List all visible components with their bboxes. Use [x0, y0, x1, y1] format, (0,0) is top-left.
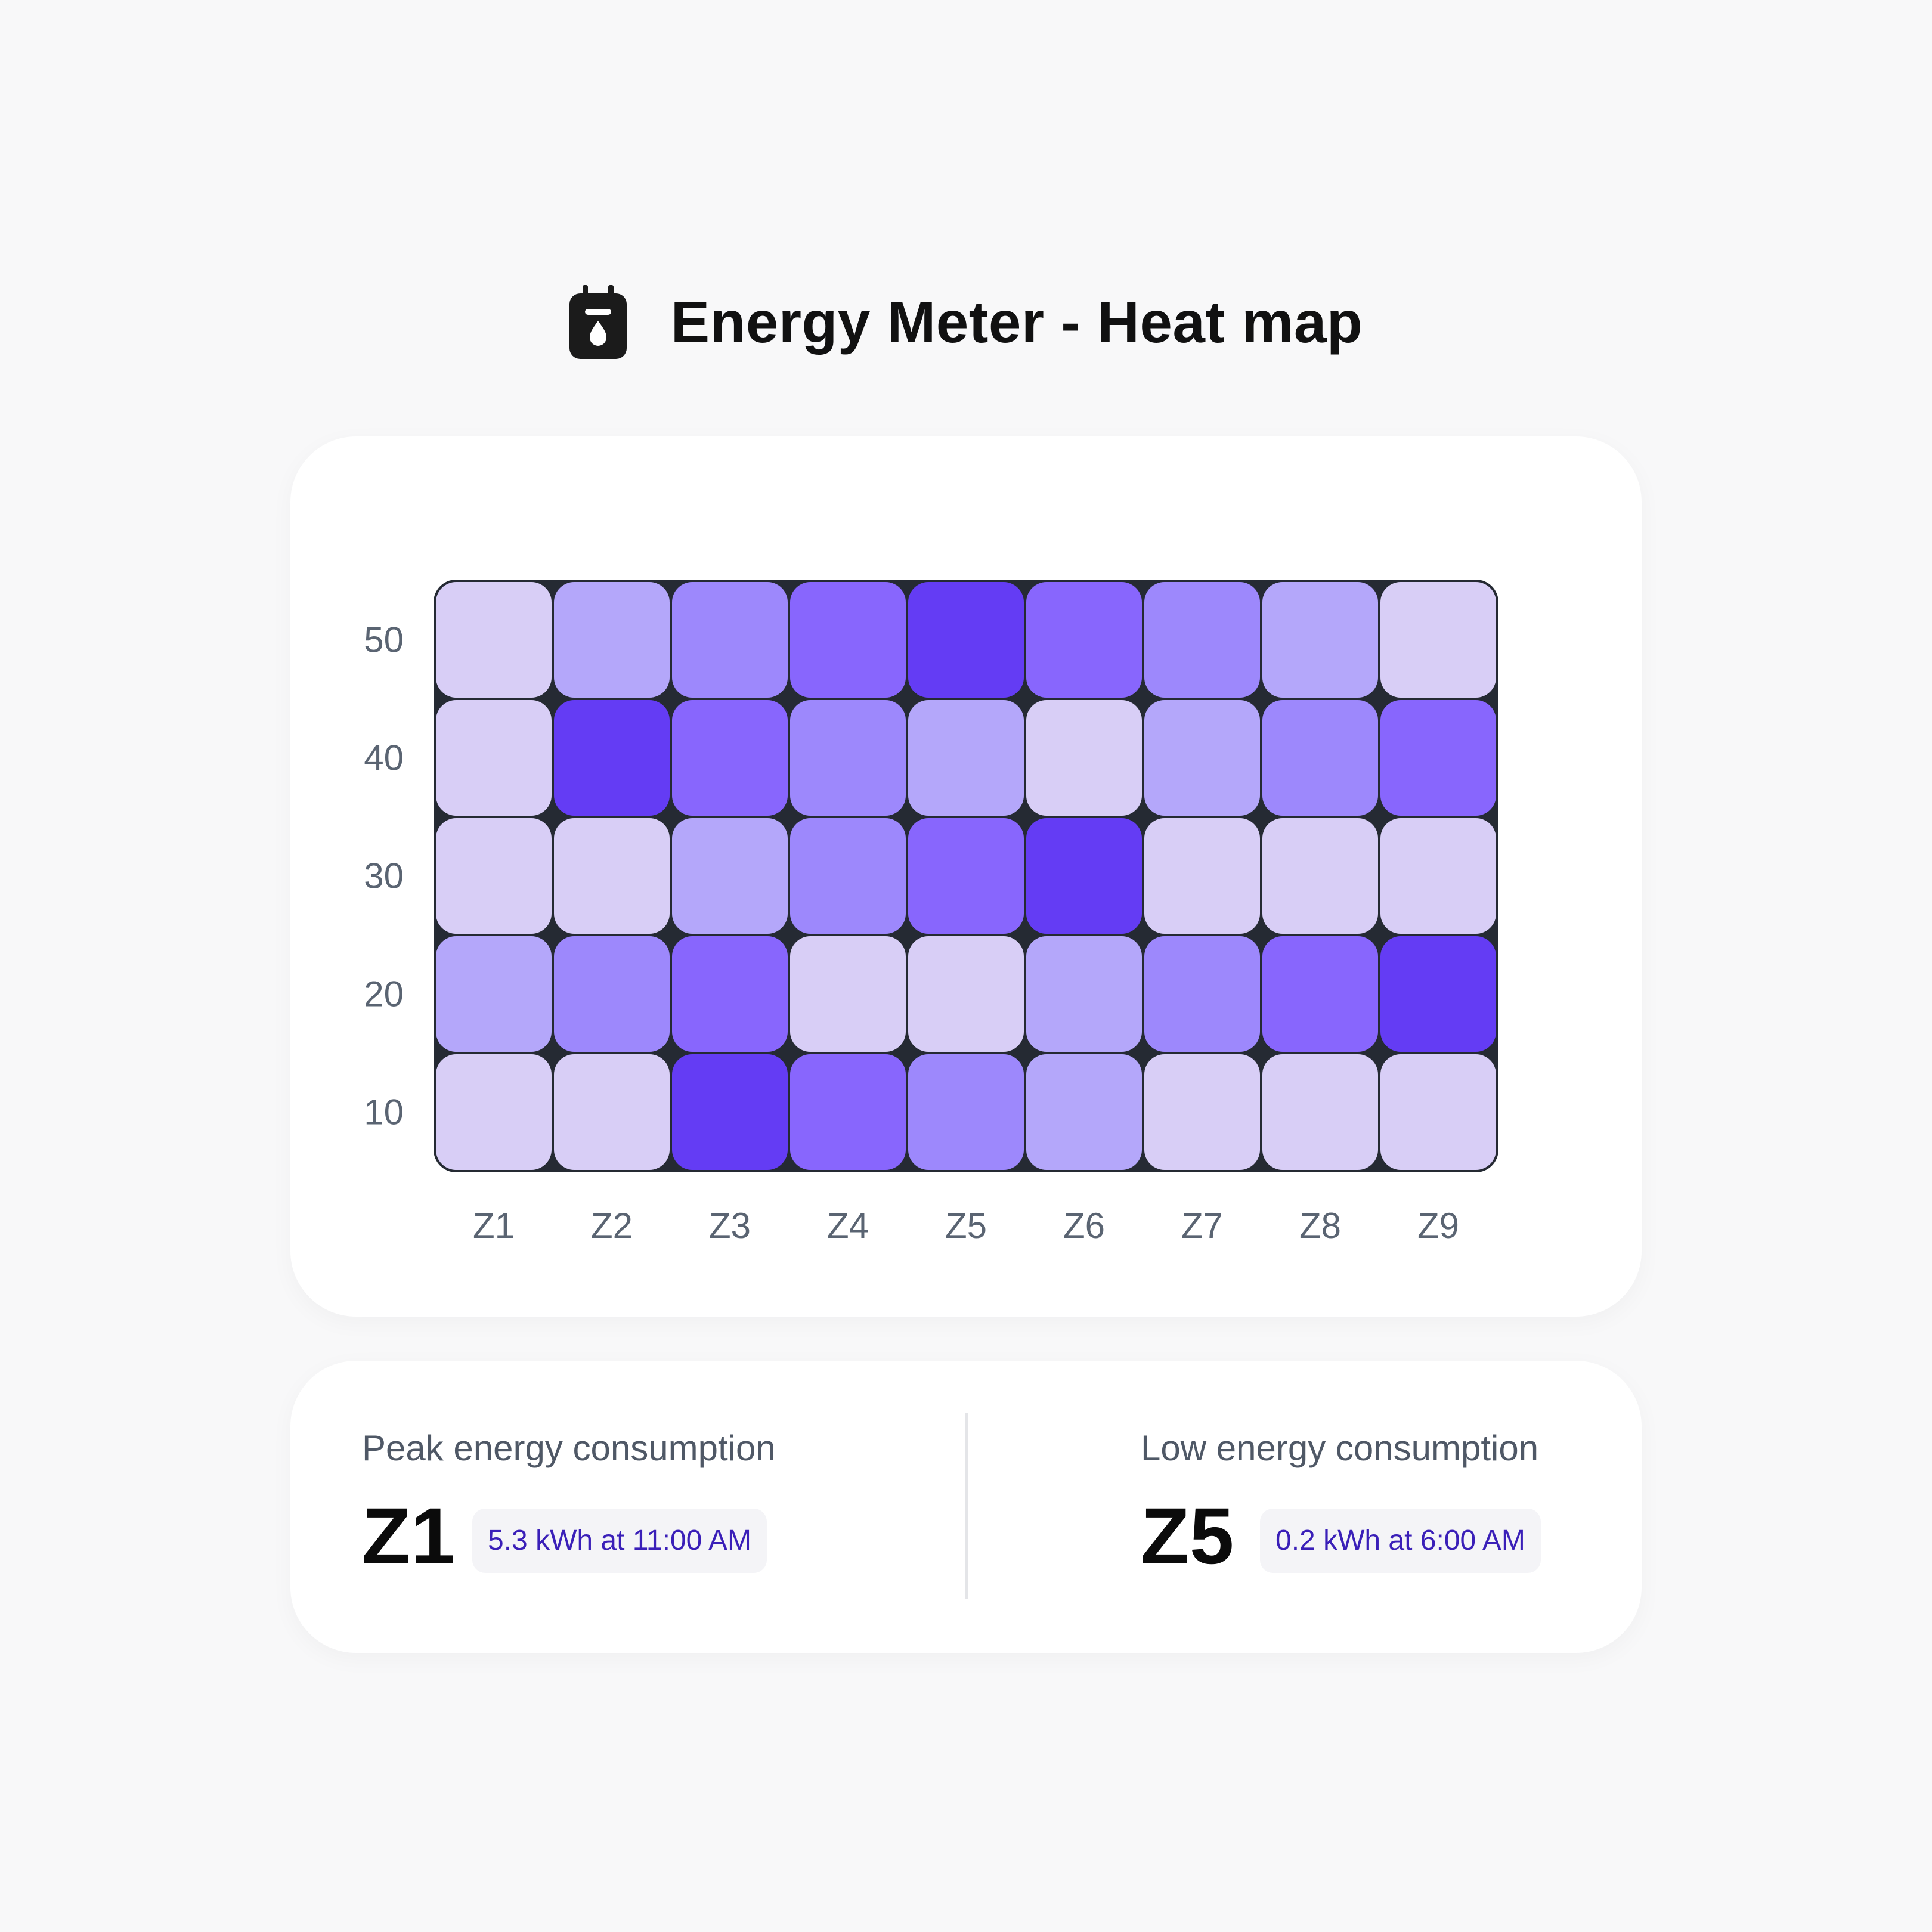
heatmap-cell-z1-20: [436, 936, 552, 1052]
peak-label: Peak energy consumption: [362, 1428, 776, 1468]
heatmap-cell-z7-40: [1144, 700, 1260, 816]
heatmap-cell-z9-30: [1380, 818, 1496, 934]
peak-detail-badge: 5.3 kWh at 11:00 AM: [472, 1509, 767, 1573]
heatmap-cell-z5-40: [908, 700, 1024, 816]
heatmap-cell-z8-20: [1262, 936, 1378, 1052]
x-tick-label: Z9: [1417, 1206, 1459, 1246]
heatmap-cell-z5-30: [908, 818, 1024, 934]
heatmap-cell-z8-10: [1262, 1054, 1378, 1170]
heatmap-cell-z4-50: [790, 582, 906, 698]
energy-meter-icon: [569, 285, 627, 359]
heatmap-chart: 50 40 30 20 10 Z1 Z2 Z3 Z4 Z5 Z6 Z7 Z8 Z9: [364, 580, 1498, 1246]
heatmap-cell-z6-10: [1026, 1054, 1142, 1170]
heatmap-cell-z5-10: [908, 1054, 1024, 1170]
x-tick-label: Z4: [827, 1206, 869, 1246]
heatmap-cell-z6-40: [1026, 700, 1142, 816]
heatmap-cell-z2-30: [554, 818, 670, 934]
heatmap-card: 50 40 30 20 10 Z1 Z2 Z3 Z4 Z5 Z6 Z7 Z8 Z9: [290, 436, 1642, 1317]
heatmap-cell-z2-50: [554, 582, 670, 698]
heatmap-cell-z3-50: [672, 582, 788, 698]
heatmap-cell-z9-20: [1380, 936, 1496, 1052]
stats-card: Peak energy consumption Z1 5.3 kWh at 11…: [290, 1361, 1642, 1653]
y-tick-label: 50: [364, 620, 404, 660]
heatmap-cell-z7-10: [1144, 1054, 1260, 1170]
heatmap-cell-z9-40: [1380, 700, 1496, 816]
heatmap-cell-z3-30: [672, 818, 788, 934]
heatmap-cell-z7-20: [1144, 936, 1260, 1052]
heatmap-cell-z5-20: [908, 936, 1024, 1052]
heatmap-cell-z6-30: [1026, 818, 1142, 934]
x-tick-label: Z1: [473, 1206, 515, 1246]
header: Energy Meter - Heat map: [0, 280, 1932, 364]
heatmap-cell-z6-50: [1026, 582, 1142, 698]
heatmap-cell-z2-20: [554, 936, 670, 1052]
low-stat: Low energy consumption Z5 0.2 kWh at 6:0…: [1141, 1361, 1630, 1653]
x-tick-label: Z7: [1181, 1206, 1223, 1246]
heatmap-cell-z8-40: [1262, 700, 1378, 816]
heatmap-cell-z2-10: [554, 1054, 670, 1170]
heatmap-cell-z1-50: [436, 582, 552, 698]
heatmap-cell-z6-20: [1026, 936, 1142, 1052]
heatmap-cell-z1-30: [436, 818, 552, 934]
heatmap-cell-z4-40: [790, 700, 906, 816]
heatmap-cell-z1-10: [436, 1054, 552, 1170]
x-tick-label: Z8: [1299, 1206, 1341, 1246]
heatmap-cell-z8-50: [1262, 582, 1378, 698]
heatmap-cell-z9-10: [1380, 1054, 1496, 1170]
heatmap-cell-z3-40: [672, 700, 788, 816]
heatmap-cell-z5-50: [908, 582, 1024, 698]
x-tick-label: Z5: [945, 1206, 987, 1246]
low-zone: Z5: [1141, 1492, 1234, 1581]
heatmap-cell-z8-30: [1262, 818, 1378, 934]
heatmap-cell-z9-50: [1380, 582, 1496, 698]
x-tick-label: Z3: [709, 1206, 751, 1246]
heatmap-cell-z3-20: [672, 936, 788, 1052]
heatmap-cell-z3-10: [672, 1054, 788, 1170]
heatmap-cell-z1-40: [436, 700, 552, 816]
y-tick-label: 10: [364, 1092, 404, 1132]
y-tick-label: 20: [364, 974, 404, 1014]
low-label: Low energy consumption: [1141, 1428, 1539, 1468]
heatmap-cell-z4-20: [790, 936, 906, 1052]
y-tick-label: 30: [364, 856, 404, 896]
heatmap-cell-z4-30: [790, 818, 906, 934]
peak-stat: Peak energy consumption Z1 5.3 kWh at 11…: [362, 1361, 899, 1653]
stats-divider: [965, 1413, 968, 1599]
x-tick-label: Z2: [591, 1206, 633, 1246]
page-title: Energy Meter - Heat map: [670, 289, 1363, 355]
heatmap-cell-z2-40: [554, 700, 670, 816]
peak-zone: Z1: [362, 1492, 456, 1581]
low-detail-badge: 0.2 kWh at 6:00 AM: [1260, 1509, 1541, 1573]
y-tick-label: 40: [364, 738, 404, 778]
heatmap-cell-z4-10: [790, 1054, 906, 1170]
heatmap-cell-z7-50: [1144, 582, 1260, 698]
x-tick-label: Z6: [1063, 1206, 1105, 1246]
heatmap-cell-z7-30: [1144, 818, 1260, 934]
